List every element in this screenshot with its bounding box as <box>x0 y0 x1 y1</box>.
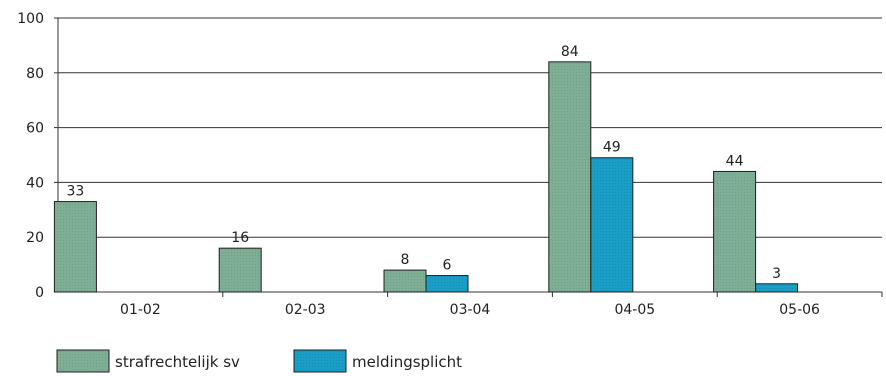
legend-label: meldingsplicht <box>352 353 462 371</box>
x-category-label: 03-04 <box>450 302 491 318</box>
y-tick-label: 100 <box>17 11 44 27</box>
y-tick-label: 0 <box>35 285 44 301</box>
x-category-label: 01-02 <box>120 302 161 318</box>
gridlines <box>58 17 882 238</box>
bar-strafrechtelijk-sv <box>218 247 262 293</box>
y-tick-label: 80 <box>26 66 44 82</box>
data-label: 8 <box>401 252 410 268</box>
data-label: 84 <box>561 44 579 60</box>
x-category-label: 04-05 <box>614 302 655 318</box>
legend: strafrechtelijk sv meldingsplicht <box>56 349 462 373</box>
data-label: 49 <box>603 140 621 156</box>
bars <box>53 61 799 293</box>
y-tick-label: 60 <box>26 121 44 137</box>
bar-meldingsplicht <box>425 275 469 293</box>
data-label: 3 <box>772 266 781 282</box>
legend-swatch-strafrechtelijk-sv <box>56 349 110 373</box>
legend-label: strafrechtelijk sv <box>115 353 240 371</box>
legend-swatch-meldingsplicht <box>293 349 347 373</box>
bar-strafrechtelijk-sv <box>548 61 592 293</box>
data-label: 6 <box>443 258 452 274</box>
y-tick-label: 20 <box>26 230 44 246</box>
data-label: 44 <box>726 153 744 169</box>
x-category-label: 05-06 <box>779 302 820 318</box>
bar-strafrechtelijk-sv <box>53 201 97 293</box>
data-label: 33 <box>66 184 84 200</box>
y-tick-label: 40 <box>26 175 44 191</box>
x-category-label: 02-03 <box>285 302 326 318</box>
data-labels: 33 16 8 84 44 6 49 3 <box>66 44 781 282</box>
bar-strafrechtelijk-sv <box>713 170 757 293</box>
bar-meldingsplicht <box>590 157 634 293</box>
bar-meldingsplicht <box>755 283 799 293</box>
bar-strafrechtelijk-sv <box>383 269 427 293</box>
data-label: 16 <box>231 230 249 246</box>
